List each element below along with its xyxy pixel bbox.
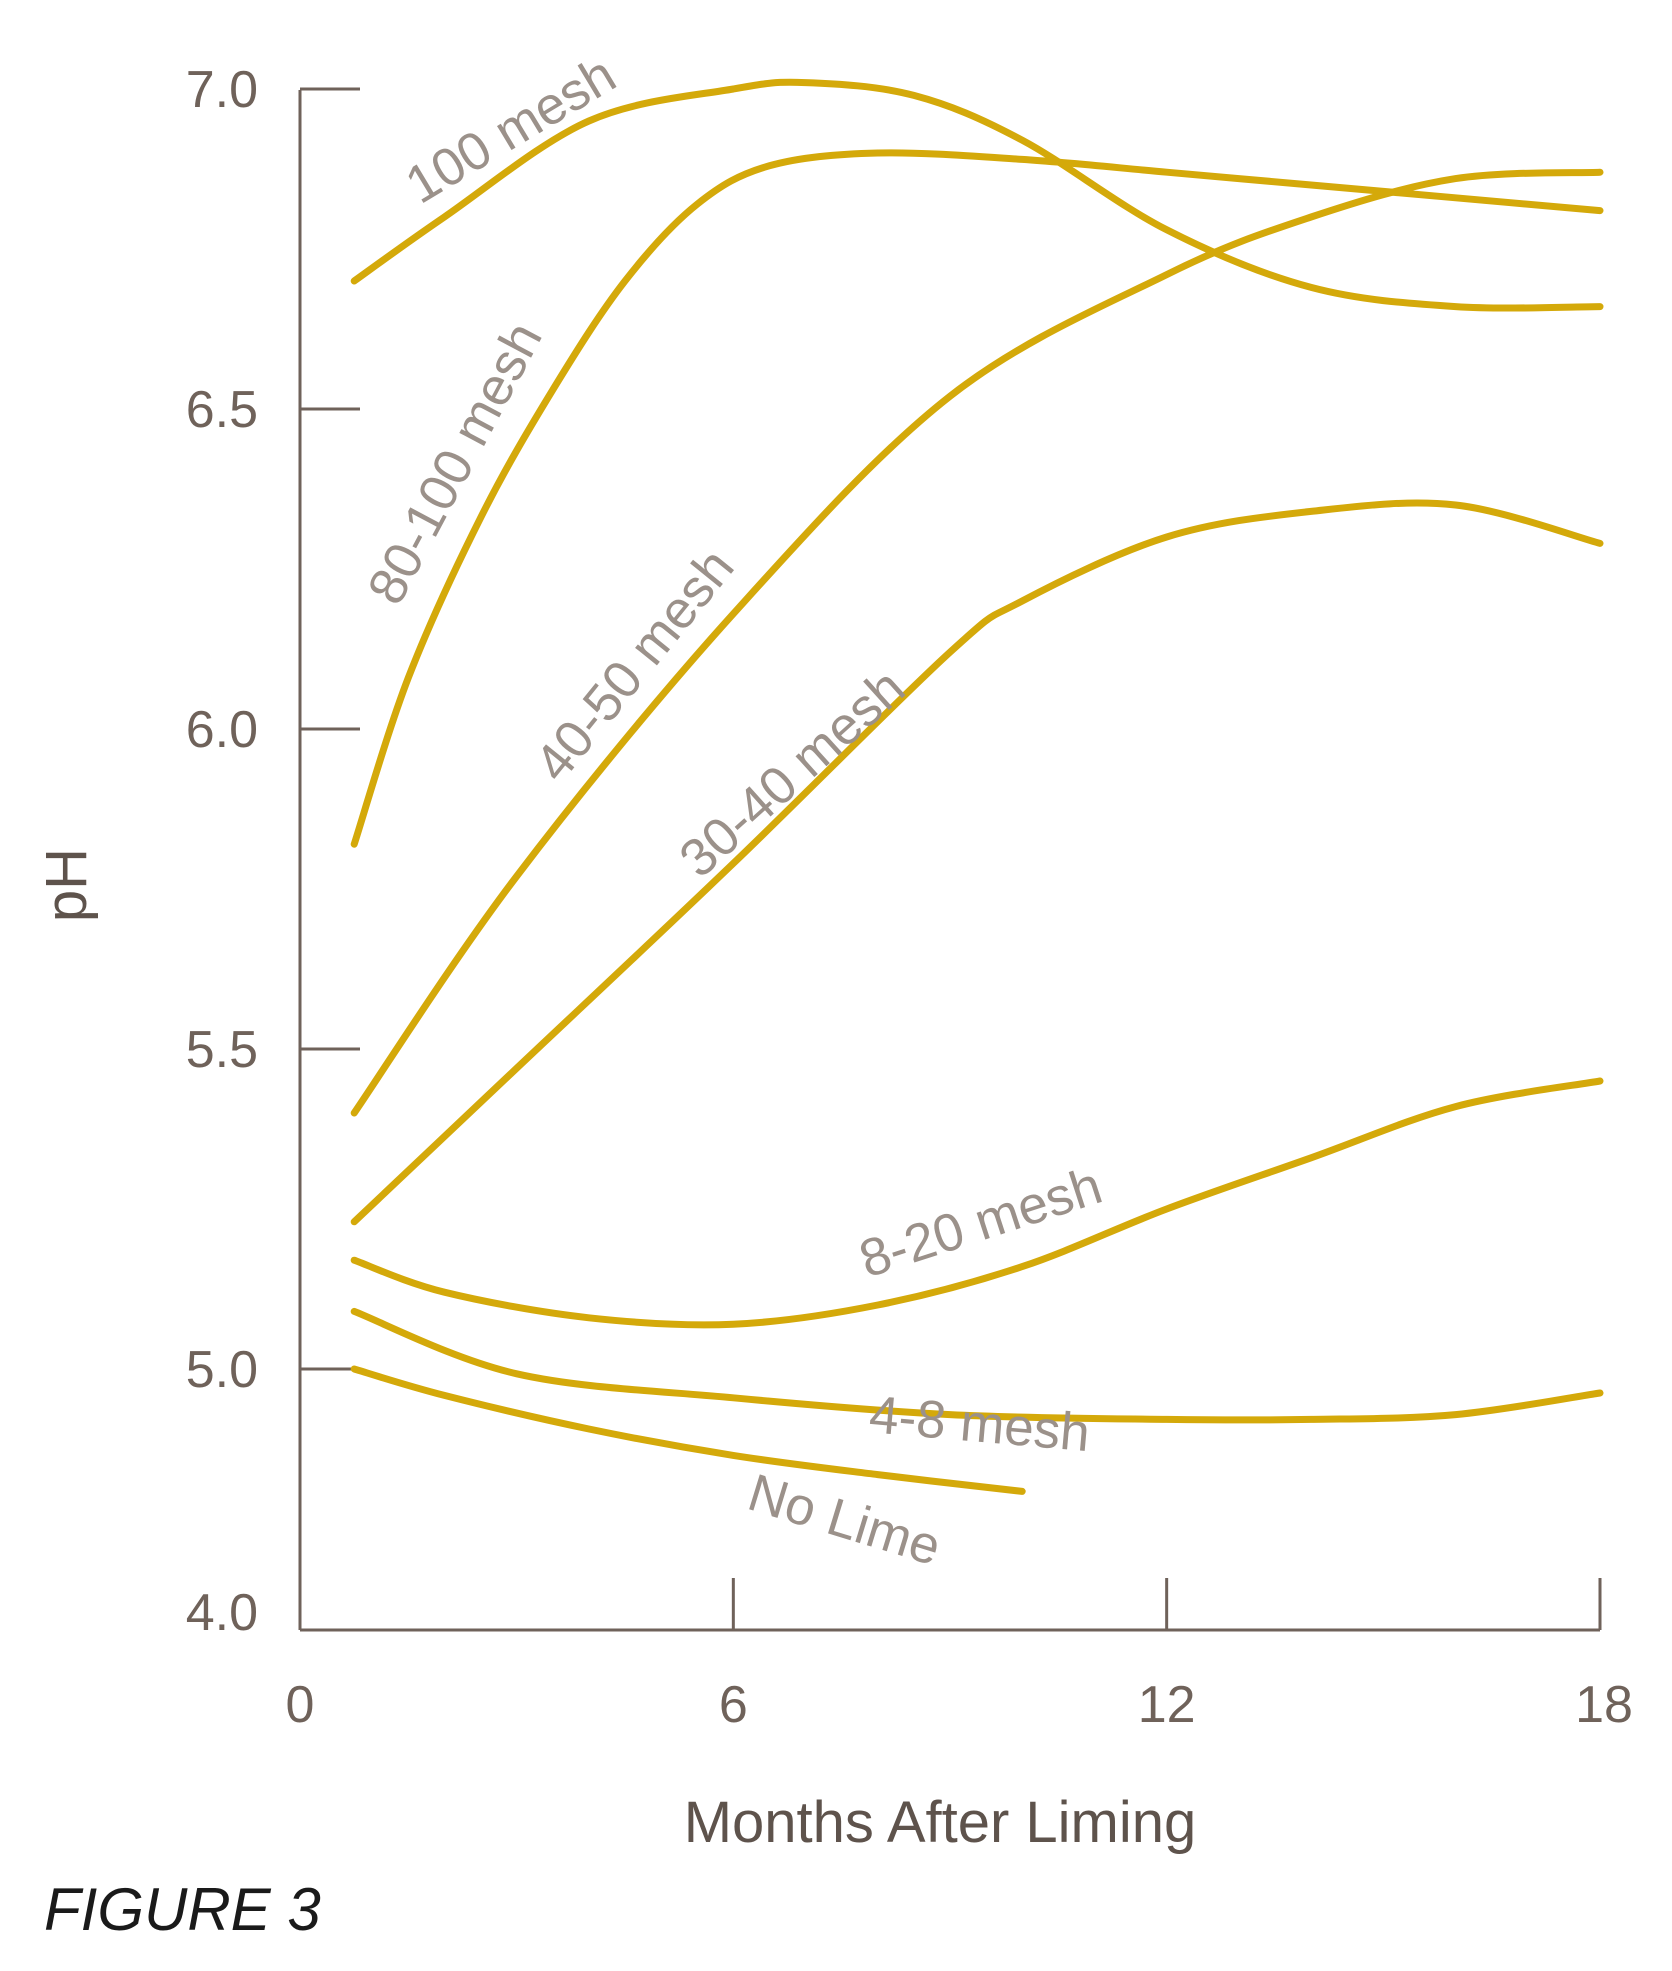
series-label: 4-8 mesh xyxy=(867,1385,1092,1463)
series-line-no-lime xyxy=(350,1365,1026,1495)
x-tick-label: 0 xyxy=(286,1676,315,1734)
series-label: 30-40 mesh xyxy=(669,658,916,889)
figure-label: FIGURE 3 xyxy=(44,1876,321,1943)
series-label: 40-50 mesh xyxy=(523,538,745,793)
series-line-100-mesh xyxy=(350,78,1604,312)
x-axis-title: Months After Liming xyxy=(684,1790,1197,1855)
series-line-4-8-mesh xyxy=(350,1307,1604,1424)
y-tick-label: 5.0 xyxy=(186,1341,258,1399)
series-line-8-20-mesh xyxy=(350,1077,1604,1329)
y-tick-label: 4.0 xyxy=(186,1584,258,1642)
x-ticks: 0 6 12 18 xyxy=(286,1578,1633,1734)
y-ticks: 7.0 6.5 6.0 5.5 5.0 4.0 xyxy=(186,61,360,1642)
x-tick-label: 6 xyxy=(719,1676,748,1734)
y-tick-label: 7.0 xyxy=(186,61,258,119)
series-label: 100 mesh xyxy=(396,45,626,215)
axes xyxy=(298,90,1600,1632)
series-line-80-100-mesh xyxy=(350,149,1604,848)
series-line-30-40-mesh xyxy=(350,499,1604,1226)
y-tick-label: 6.5 xyxy=(186,381,258,439)
y-tick-label: 5.5 xyxy=(186,1021,258,1079)
series-line-40-50-mesh xyxy=(350,168,1604,1117)
series-layer xyxy=(350,78,1604,1495)
y-axis-title: pH xyxy=(34,848,99,922)
y-tick-label: 6.0 xyxy=(186,701,258,759)
series-label: 8-20 mesh xyxy=(852,1156,1108,1289)
x-tick-label: 18 xyxy=(1575,1676,1633,1734)
x-tick-label: 12 xyxy=(1138,1676,1196,1734)
